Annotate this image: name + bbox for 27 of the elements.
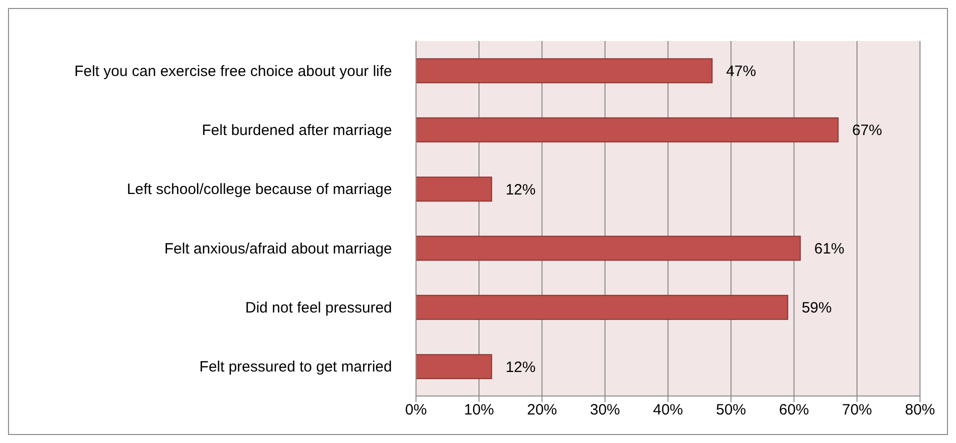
- y-tick-label: Did not feel pressured: [245, 300, 392, 317]
- x-tick-label: 0%: [405, 402, 427, 419]
- x-tick-label: 20%: [526, 402, 558, 419]
- bar: [416, 354, 492, 380]
- data-label: 59%: [802, 300, 832, 317]
- bar: [416, 176, 492, 202]
- y-tick-label: Felt pressured to get married: [199, 358, 392, 376]
- data-label: 12%: [506, 181, 536, 198]
- x-tick-label: 30%: [590, 402, 620, 419]
- y-tick-label: Felt burdened after marriage: [202, 122, 392, 140]
- x-tick-label: 10%: [464, 402, 494, 419]
- bar: [416, 58, 713, 84]
- x-tick-label: 80%: [904, 402, 936, 419]
- x-tick-label: 70%: [842, 402, 872, 419]
- y-tick-label: Left school/college because of marriage: [126, 181, 392, 198]
- data-label: 67%: [852, 122, 882, 140]
- data-label: 47%: [726, 63, 756, 80]
- data-label: 12%: [506, 358, 536, 376]
- x-tick-label: 40%: [652, 402, 684, 419]
- data-label: 61%: [814, 240, 844, 258]
- x-tick-label: 60%: [778, 402, 810, 419]
- x-tick-label: 50%: [716, 402, 746, 419]
- bar: [416, 117, 839, 142]
- bar: [416, 294, 788, 320]
- y-tick-label: Felt anxious/afraid about marriage: [164, 240, 392, 258]
- bar: [416, 236, 801, 261]
- y-tick-label: Felt you can exercise free choice about your life: [74, 62, 392, 80]
